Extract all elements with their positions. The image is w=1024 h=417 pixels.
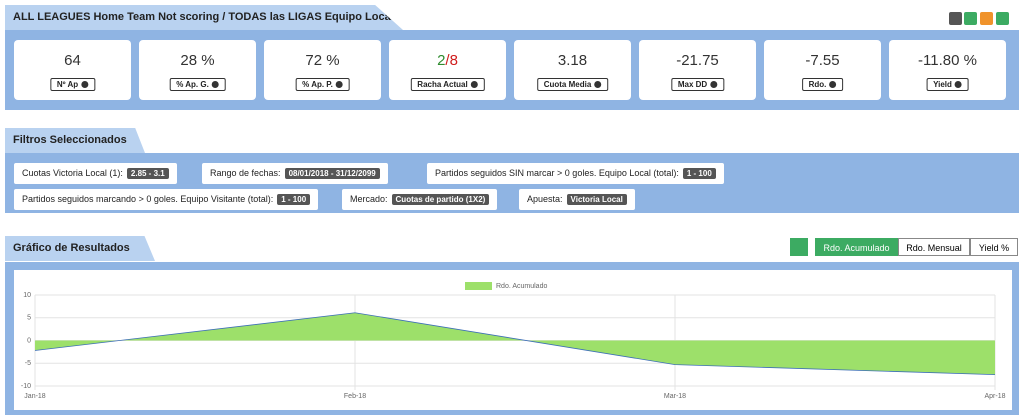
info-icon xyxy=(211,81,219,89)
x-tick-label: Feb-18 xyxy=(344,393,366,400)
chart-panel: -10 -5 0 5 10 Jan-18 Feb-18 Mar-18 Apr-18 Rdo. Ac… xyxy=(5,262,1019,415)
y-tick-label: 0 xyxy=(27,337,31,344)
share-button[interactable] xyxy=(980,12,993,25)
stat-card: 28 % % Ap. G. xyxy=(139,40,256,100)
filter-value: 2.85 - 3.1 xyxy=(126,168,169,179)
filter-chip[interactable]: Partidos seguidos marcando > 0 goles. Eq… xyxy=(14,189,319,210)
x-tick-label: Apr-18 xyxy=(984,393,1005,400)
stat-value-part: 2 xyxy=(437,52,446,69)
stat-label: Nº Ap xyxy=(49,78,96,91)
stat-label: % Ap. G. xyxy=(169,78,226,91)
download-button[interactable] xyxy=(964,12,977,25)
filter-chip[interactable]: Mercado: Cuotas de partido (1X2) xyxy=(342,189,498,210)
area xyxy=(35,312,995,375)
info-icon xyxy=(710,81,718,89)
filter-chip[interactable]: Partidos seguidos SIN marcar > 0 goles. … xyxy=(427,163,724,184)
stat-value: 2/8 xyxy=(389,52,506,69)
x-tick-label: Mar-18 xyxy=(664,393,686,400)
filter-label: Cuotas Victoria Local (1): xyxy=(22,168,123,178)
header-title: ALL LEAGUES Home Team Not scoring / TODA… xyxy=(5,5,403,30)
filter-label: Partidos seguidos marcando > 0 goles. Eq… xyxy=(22,194,274,204)
stat-label-text: Nº Ap xyxy=(56,80,79,89)
stat-value: 3.18 xyxy=(557,52,588,69)
filter-label: Rango de fechas: xyxy=(210,168,281,178)
stat-value-part: /8 xyxy=(445,52,458,69)
stat-label: Cuota Media xyxy=(536,78,609,91)
stat-card: -21.75 Max DD xyxy=(639,40,756,100)
stat-label-text: Cuota Media xyxy=(543,80,592,89)
tab-button[interactable]: Yield % xyxy=(970,238,1018,256)
stat-label-text: % Ap. P. xyxy=(302,80,333,89)
stat-value: 64 xyxy=(64,52,81,69)
filter-chip[interactable]: Cuotas Victoria Local (1): 2.85 - 3.1 xyxy=(14,163,177,184)
stat-card: 64 Nº Ap xyxy=(14,40,131,100)
stat-label-text: Rdo. xyxy=(808,80,827,89)
filters-title: Filtros Seleccionados xyxy=(5,128,145,153)
stat-label: Racha Actual xyxy=(410,78,485,91)
stat-card: -7.55 Rdo. xyxy=(764,40,881,100)
stat-value: -7.55 xyxy=(805,52,840,69)
filter-value: Cuotas de partido (1X2) xyxy=(391,194,490,205)
stat-value: -21.75 xyxy=(676,52,719,69)
copy-button[interactable] xyxy=(949,12,962,25)
filter-value: Victoria Local xyxy=(566,194,627,205)
filter-value: 1 - 100 xyxy=(277,194,311,205)
stat-card: 2/8 Racha Actual xyxy=(389,40,506,100)
stat-label: Rdo. xyxy=(801,78,844,91)
filter-label: Apuesta: xyxy=(527,194,563,204)
stat-card: 3.18 Cuota Media xyxy=(514,40,631,100)
stat-value: 28 % xyxy=(180,52,215,69)
filter-chip[interactable]: Apuesta: Victoria Local xyxy=(519,189,635,210)
tab-button[interactable]: Rdo. Mensual xyxy=(898,238,970,256)
filter-value: 1 - 100 xyxy=(682,168,716,179)
chart: -10 -5 0 5 10 Jan-18 Feb-18 Mar-18 Apr-18 Rdo. Ac… xyxy=(14,270,1012,410)
info-icon xyxy=(81,81,89,89)
stat-label: Yield xyxy=(926,78,969,91)
tab-button[interactable]: Rdo. Acumulado xyxy=(815,238,898,256)
chart-download[interactable] xyxy=(790,238,808,256)
info-icon xyxy=(335,81,343,89)
stat-card: 72 % % Ap. P. xyxy=(264,40,381,100)
stat-label-text: Max DD xyxy=(677,80,708,89)
stat-card: -11.80 % Yield xyxy=(889,40,1006,100)
y-tick-label: -5 xyxy=(25,360,31,367)
y-tick-label: -10 xyxy=(21,383,31,390)
stat-label: Max DD xyxy=(670,78,725,91)
filter-label: Mercado: xyxy=(350,194,388,204)
stat-value: 72 % xyxy=(305,52,340,69)
filter-chip[interactable]: Rango de fechas: 08/01/2018 - 31/12/2099 xyxy=(202,163,388,184)
legend-swatch xyxy=(465,282,492,290)
filters-panel: Cuotas Victoria Local (1): 2.85 - 3.1 Rang… xyxy=(5,153,1019,213)
y-tick-label: 5 xyxy=(27,315,31,322)
stat-label-text: Racha Actual xyxy=(417,80,468,89)
stat-value: -11.80 % xyxy=(918,52,977,69)
x-tick-label: Jan-18 xyxy=(24,393,46,400)
info-icon xyxy=(954,81,962,89)
info-icon xyxy=(470,81,478,89)
legend-label: Rdo. Acumulado xyxy=(496,283,547,290)
info-icon xyxy=(829,81,837,89)
filter-value: 08/01/2018 - 31/12/2099 xyxy=(284,168,380,179)
stat-label-text: Yield xyxy=(933,80,952,89)
stats-panel: 64 Nº Ap 28 % % Ap. G. 72 % % Ap. P. 2/8 Racha … xyxy=(5,30,1019,110)
filter-label: Partidos seguidos SIN marcar > 0 goles. … xyxy=(435,168,679,178)
line xyxy=(34,312,996,376)
email-button[interactable] xyxy=(996,12,1009,25)
stat-label-text: % Ap. G. xyxy=(176,80,209,89)
results-title: Gráfico de Resultados xyxy=(5,236,155,261)
info-icon xyxy=(594,81,602,89)
stat-label: % Ap. P. xyxy=(295,78,350,91)
y-tick-label: 10 xyxy=(23,292,31,299)
